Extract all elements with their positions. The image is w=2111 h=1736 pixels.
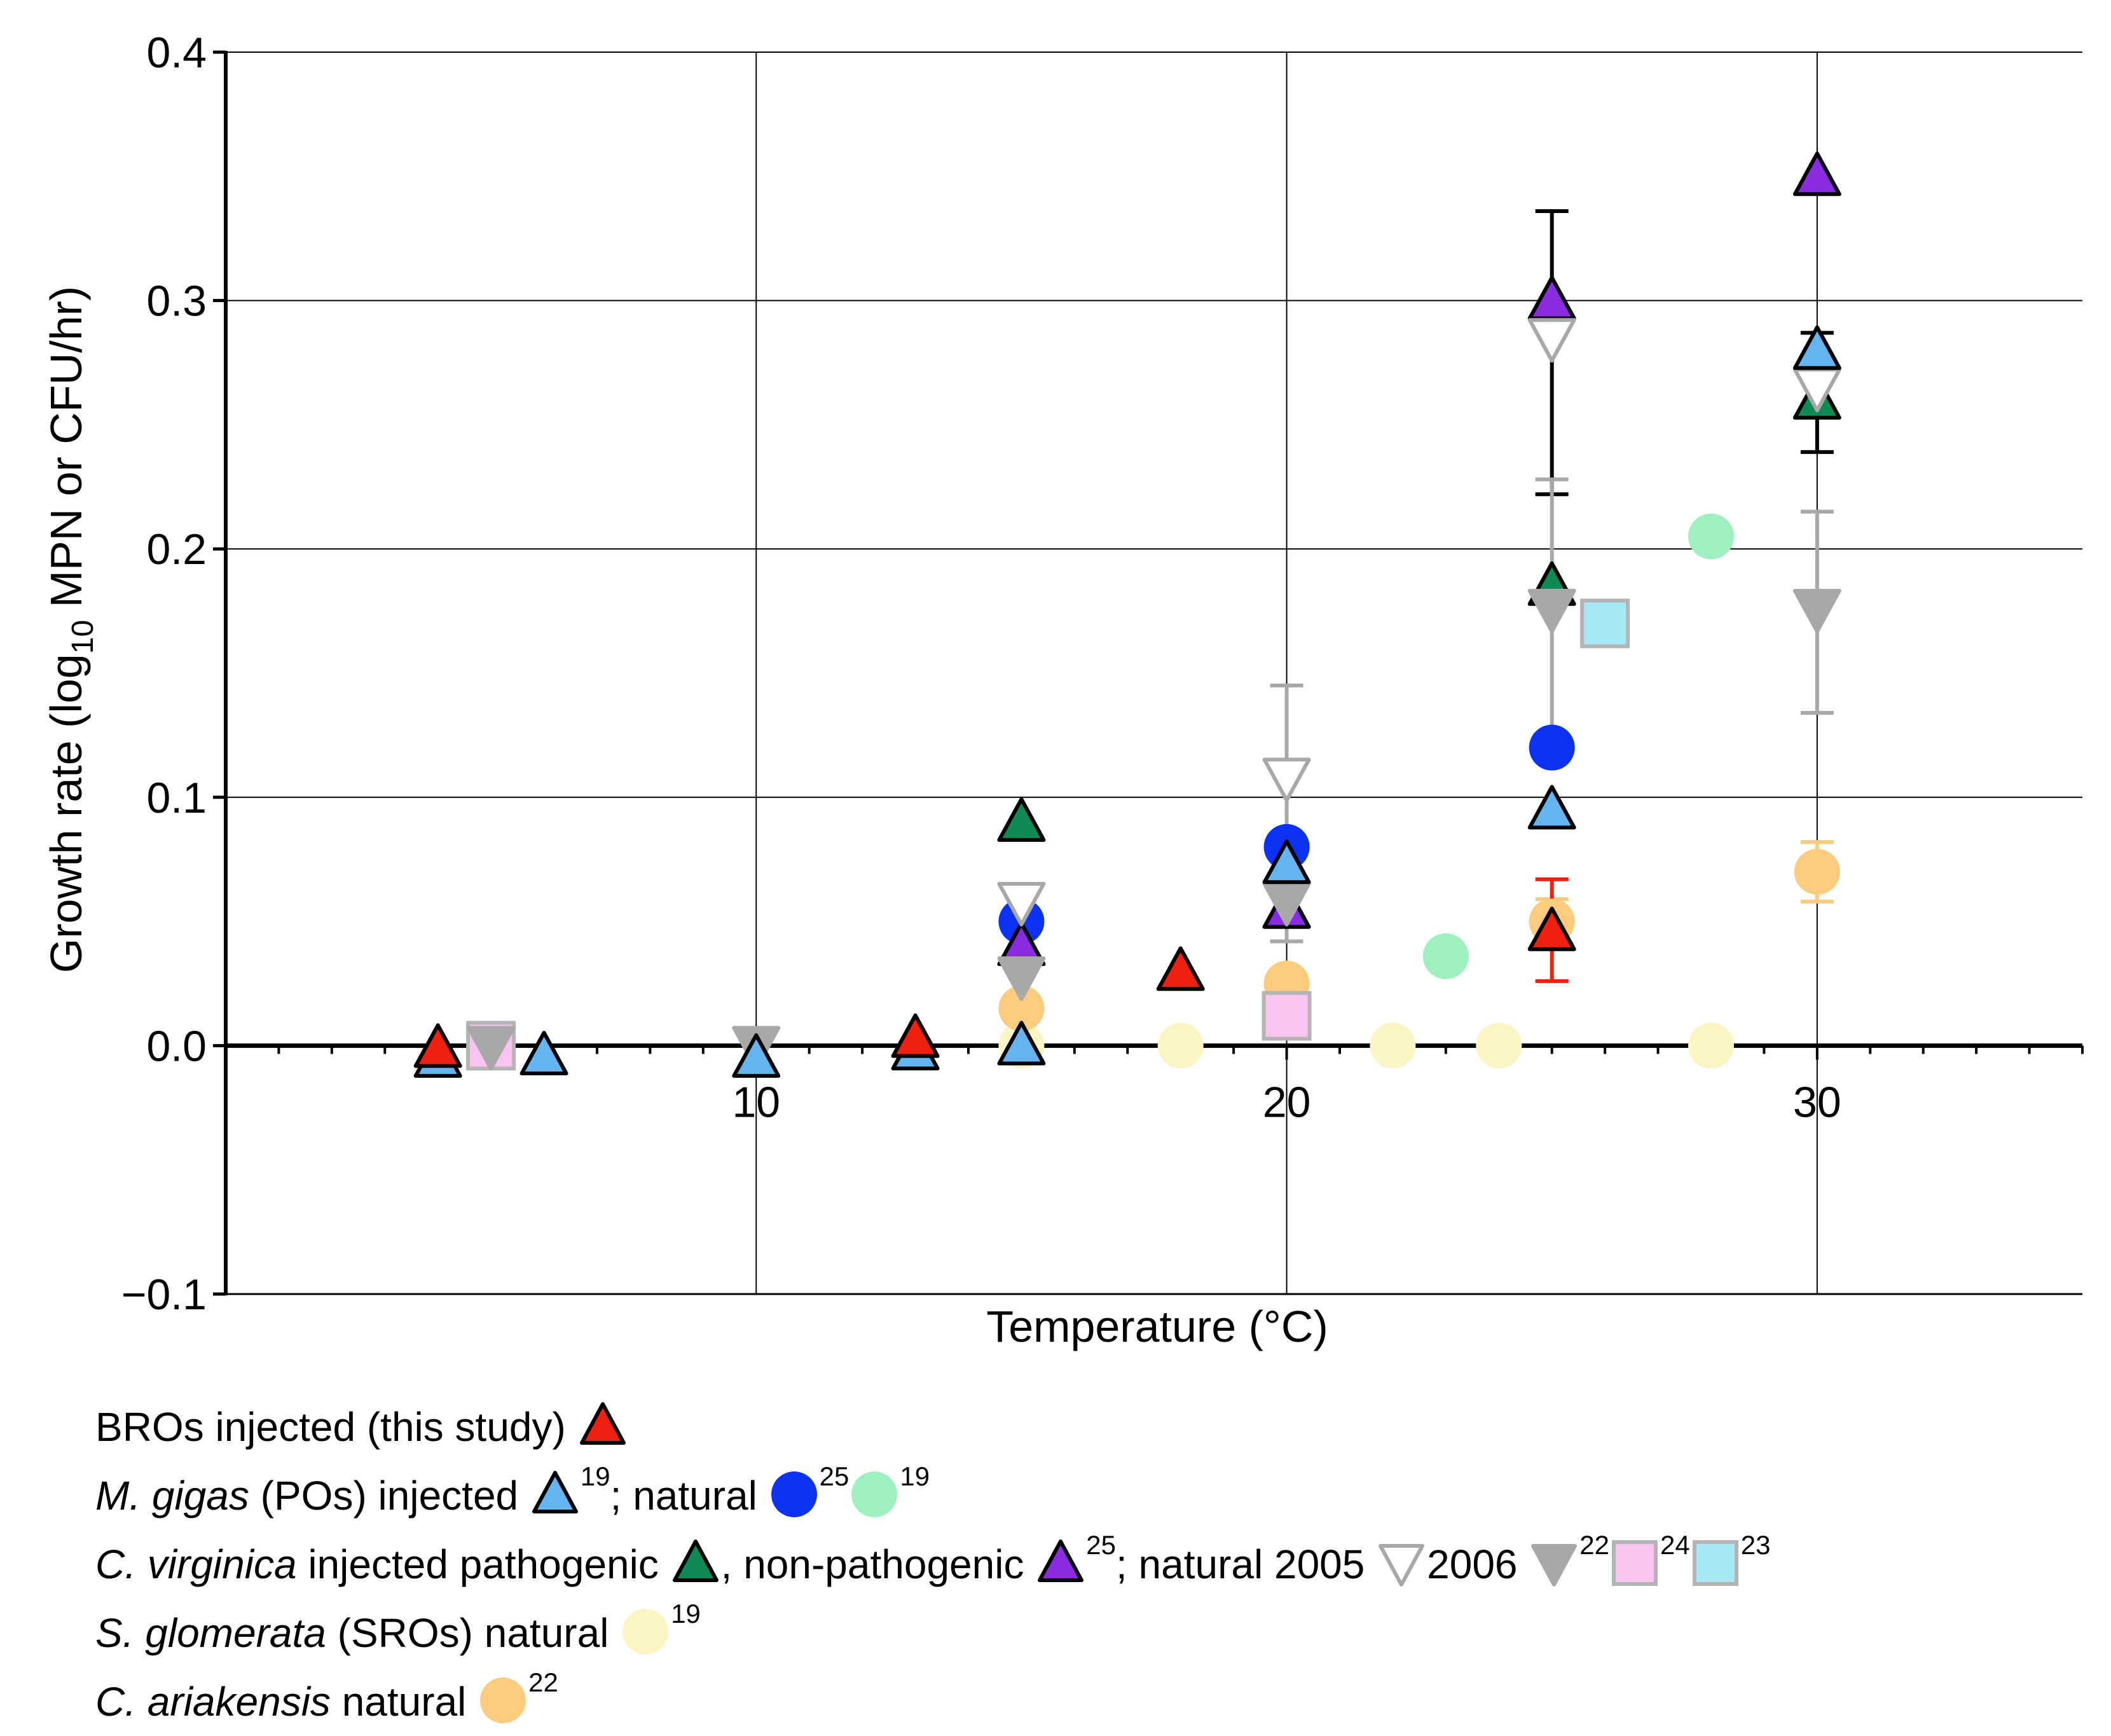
legend-row-s-glomerata: S. glomerata (SROs) natural 19 xyxy=(95,1595,1770,1664)
data-point-square: C. virginica natural 23: (26, 0.17) xyxy=(1580,598,1630,649)
data-point-triangle-down: C. virginica natural 2005: (25, 0.285) xyxy=(1527,318,1576,363)
data-point-circle: C. ariakensis natural 22: (30, 0.07) xyxy=(1794,848,1840,895)
y-tick-label: 0.3 xyxy=(146,277,207,326)
legend-row-c-ariakensis: C. ariakensis natural 22 xyxy=(95,1664,1770,1733)
data-point-circle: C. ariakensis natural 22: (15, 0.015) xyxy=(998,985,1045,1031)
data-point-triangle-down: C. virginica natural 2006 22: (25, 0.176… xyxy=(1527,588,1576,633)
legend-marker-c-virginica-pathogenic xyxy=(672,1540,719,1583)
data-point-triangle-down: C. virginica natural 2006 22: (30, 0.176… xyxy=(1792,588,1841,633)
legend-s-glomerata-text1: (SROs) natural xyxy=(326,1610,621,1657)
data-point-triangle-up: M. gigas injected 19: (20, 0.073) xyxy=(1262,839,1311,885)
legend-c-virginica-sup1: 25 xyxy=(1086,1530,1116,1560)
y-tick-label: −0.1 xyxy=(121,1271,207,1319)
data-point-circle: S. glomerata natural 19: (28, 0) xyxy=(1688,1023,1734,1069)
legend-m-gigas-text2: ; natural xyxy=(610,1473,769,1519)
legend-c-ariakensis-sup1: 22 xyxy=(528,1667,558,1698)
y-axis-title-subscript: 10 xyxy=(66,620,100,654)
x-axis-title: Temperature (°C) xyxy=(986,1302,1328,1351)
legend-c-virginica-text4: 2006 xyxy=(1427,1541,1529,1588)
x-tick-label: 10 xyxy=(732,1078,780,1126)
data-point-circle: S. glomerata natural 19: (24, 0) xyxy=(1476,1023,1522,1069)
legend-row-bros: BROs injected (this study) xyxy=(95,1389,1770,1458)
legend-marker-c-ariakensis xyxy=(480,1677,526,1724)
data-point-triangle-down: C. virginica natural 2005: (20, 0.108) xyxy=(1262,757,1311,803)
legend: BROs injected (this study) M. gigas (POs… xyxy=(95,1389,1770,1733)
legend-c-virginica-text2: , non-pathogenic xyxy=(720,1541,1036,1588)
data-point-circle: M. gigas natural 25: (25, 0.12) xyxy=(1529,724,1575,771)
y-tick-label: 0.1 xyxy=(146,774,207,822)
data-point-triangle-up: C. virginica injected pathogenic: (15, 0… xyxy=(997,797,1046,842)
legend-c-ariakensis-species: C. ariakensis xyxy=(95,1679,331,1725)
axis-labels: Temperature (°C) Growth rate (log10 MPN … xyxy=(41,286,1328,1351)
data-point-triangle-up: BROs injected (this study): (25, 0.046) xyxy=(1527,906,1576,951)
data-point-triangle-up: M. gigas injected 19: (25, 0.095) xyxy=(1527,785,1576,830)
data-point-triangle-up: BROs injected (this study): (4, -0.001) xyxy=(413,1023,462,1068)
data-point-circle: M. gigas natural 19: (28, 0.205) xyxy=(1688,513,1734,560)
legend-row-c-virginica: C. virginica injected pathogenic , non-p… xyxy=(95,1527,1770,1595)
data-markers: M. gigas natural 19: (23, 0.036) M. gigas… xyxy=(413,151,1841,1078)
data-point-triangle-down: C. virginica natural 2005: (15, 0.058) xyxy=(997,881,1046,927)
data-point-triangle-up: M. gigas injected 19: (30, 0.28) xyxy=(1792,325,1841,370)
legend-m-gigas-species: M. gigas xyxy=(95,1473,249,1519)
y-tick-label: 0.2 xyxy=(146,525,207,574)
data-point-square: C. virginica natural 24: (20, 0.012) xyxy=(1262,991,1312,1041)
legend-marker-m-gigas-natural-25 xyxy=(771,1471,817,1518)
y-tick-label: 0.0 xyxy=(146,1022,207,1070)
data-point-triangle-up: M. gigas injected 19: (6, -0.004) xyxy=(519,1031,568,1076)
legend-marker-m-gigas-natural-19 xyxy=(851,1471,898,1518)
data-point-triangle-up: C. virginica injected non-pathogenic 25:… xyxy=(1792,151,1841,196)
legend-s-glomerata-species: S. glomerata xyxy=(95,1610,326,1657)
y-axis-title: Growth rate (log10 MPN or CFU/hr) xyxy=(41,286,100,973)
data-point-triangle-up: M. gigas injected 19: (15, 0) xyxy=(997,1021,1046,1066)
legend-m-gigas-sup1: 19 xyxy=(580,1461,610,1492)
legend-marker-s-glomerata xyxy=(622,1609,669,1655)
legend-marker-m-gigas-injected xyxy=(532,1471,578,1514)
legend-m-gigas-sup3: 19 xyxy=(900,1461,930,1492)
data-point-triangle-up: C. virginica injected non-pathogenic 25:… xyxy=(1527,275,1576,320)
x-tick-label: 20 xyxy=(1263,1078,1311,1126)
legend-c-virginica-sup3: 24 xyxy=(1660,1530,1690,1560)
legend-m-gigas-text1: (POs) injected xyxy=(249,1473,530,1519)
y-axis-title-part1: Growth rate (log xyxy=(41,654,91,973)
data-point-triangle-up: BROs injected (this study): (18, 0.03) xyxy=(1156,946,1205,991)
data-point-circle: M. gigas natural 19: (23, 0.036) xyxy=(1422,933,1469,979)
legend-c-virginica-species: C. virginica xyxy=(95,1541,297,1588)
legend-c-ariakensis-text1: natural xyxy=(330,1679,478,1725)
legend-marker-c-virginica-23 xyxy=(1692,1540,1738,1587)
y-tick-label: 0.4 xyxy=(146,29,207,77)
legend-c-virginica-text3: ; natural 2005 xyxy=(1115,1541,1377,1588)
x-tick-label: 30 xyxy=(1793,1078,1841,1126)
legend-c-virginica-sup4: 23 xyxy=(1740,1530,1771,1560)
data-point-circle: S. glomerata natural 19: (22, 0) xyxy=(1370,1023,1416,1069)
legend-row-m-gigas: M. gigas (POs) injected 19; natural 25 19 xyxy=(95,1458,1770,1527)
legend-c-virginica-sup2: 22 xyxy=(1579,1530,1609,1560)
data-point-triangle-up: BROs injected (this study): (13, 0.003) xyxy=(891,1013,940,1058)
legend-c-virginica-text1: injected pathogenic xyxy=(296,1541,670,1588)
y-axis-title-part2: MPN or CFU/hr) xyxy=(41,286,91,620)
legend-bros-label: BROs injected (this study) xyxy=(95,1404,566,1450)
legend-m-gigas-sup2: 25 xyxy=(819,1461,849,1492)
legend-s-glomerata-sup1: 19 xyxy=(671,1599,701,1629)
axes: −0.1 0.0 0.1 0.2 0.3 0.4 10 20 30 xyxy=(121,29,2084,1319)
legend-marker-c-virginica-non-pathogenic xyxy=(1038,1540,1084,1583)
data-point-triangle-down: C. virginica natural 2006 22: (5, 0) xyxy=(467,1026,516,1071)
data-point-triangle-up: M. gigas injected 19: (10, -0.005) xyxy=(732,1033,781,1078)
grid-lines xyxy=(226,52,2082,1295)
legend-marker-bros-injected xyxy=(579,1402,626,1445)
legend-marker-c-virginica-2006 xyxy=(1531,1544,1578,1587)
legend-marker-c-virginica-24 xyxy=(1612,1540,1658,1587)
data-point-circle: S. glomerata natural 19: (18, 0) xyxy=(1157,1023,1204,1069)
legend-marker-c-virginica-2005 xyxy=(1379,1544,1425,1587)
data-point-triangle-down: C. virginica natural 2006 22: (15, 0.028… xyxy=(997,956,1046,1002)
